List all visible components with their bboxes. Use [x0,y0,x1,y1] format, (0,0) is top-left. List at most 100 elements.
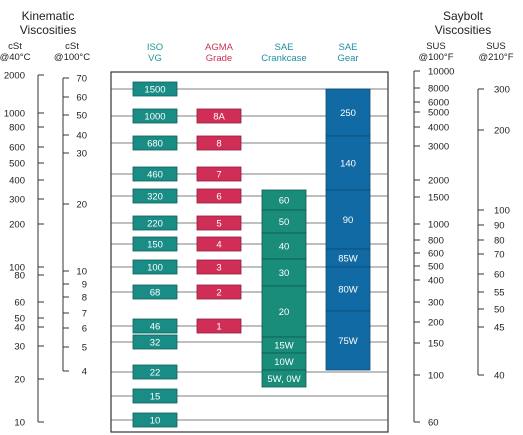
cst40-axis-tick-label: 60 [14,298,25,309]
sus100-axis-tick-label: 2000 [428,176,449,187]
agma-grade-box [196,135,242,151]
sus210-axis-tick-label: 40 [494,371,505,382]
iso-vg-box [132,215,178,231]
sae-crankcase-label: 40 [279,242,290,253]
column-header-iso: ISO [147,42,163,53]
sus210-axis-header: SUS [486,41,506,52]
iso-vg-box [132,412,178,428]
sus100-axis-tick-label: 1500 [428,193,449,204]
iso-vg-label: 680 [147,139,163,150]
cst40-axis-tick-label: 50 [14,314,25,325]
agma-grade-label: 4 [216,240,221,251]
iso-vg-label: 460 [147,170,163,181]
agma-grade-box [196,284,242,300]
iso-vg-box [132,81,178,97]
sus210-axis-header: @210°F [478,52,513,63]
column-header-gear: Gear [337,53,358,64]
sae-crankcase-label: 60 [279,196,290,207]
iso-vg-label: 150 [147,240,163,251]
sae-crankcase-label: 5W, 0W [267,374,300,385]
iso-vg-label: 100 [147,263,163,274]
iso-vg-label: 10 [150,416,161,427]
agma-grade-box [196,215,242,231]
cst40-axis-header: @40°C [0,52,31,63]
cst100-axis-header: @100°C [54,52,90,63]
sus210-axis-tick-label: 55 [494,288,505,299]
sus100-axis-tick-label: 60 [428,418,439,429]
sus100-axis-tick-label: 200 [428,318,444,329]
sus100-axis-tick-label: 500 [428,262,444,273]
sus100-axis-tick-label: 300 [428,298,444,309]
cst100-axis-tick-label: 10 [76,267,87,278]
cst40-axis-tick-label: 500 [9,159,25,170]
agma-grade-box [196,318,242,334]
left-title-line: Kinematic [22,9,75,23]
cst100-axis-tick-label: 40 [76,131,87,142]
agma-grade-label: 6 [216,192,221,203]
cst100-axis-tick-label: 60 [76,93,87,104]
cst40-axis-tick-label: 400 [9,176,25,187]
sus210-axis-tick-label: 80 [494,236,505,247]
sus100-axis-tick-label: 3000 [428,142,449,153]
sus100-axis-tick-label: 5000 [428,108,449,119]
cst40-axis-tick-label: 1000 [4,109,25,120]
sae-crankcase-segment [261,369,307,388]
sae-crankcase-segment [261,258,307,287]
agma-grade-label: 5 [216,219,221,230]
sae-gear-label: 250 [340,108,356,119]
iso-vg-box [132,334,178,350]
cst100-axis-tick-label: 8 [82,293,87,304]
sus100-axis-tick-label: 150 [428,339,444,350]
sae-gear-segment [325,266,371,312]
cst40-axis-tick-label: 100 [9,263,25,274]
sae-crankcase-label: 50 [279,217,290,228]
agma-grade-box [196,236,242,252]
agma-grade-label: 1 [216,322,221,333]
sus100-axis-header: @100°F [418,52,453,63]
sus210-axis-tick-label: 70 [494,250,505,261]
sus100-axis-tick-label: 400 [428,276,444,287]
sae-crankcase-label: 10W [274,357,294,368]
agma-grade-label: 8A [213,112,225,123]
cst100-axis-tick-label: 20 [76,200,87,211]
cst40-axis-tick-label: 10 [14,418,25,429]
sus210-axis-tick-label: 200 [494,126,510,137]
iso-vg-box [132,188,178,204]
sus100-axis-tick-label: 800 [428,236,444,247]
iso-vg-label: 15 [150,392,161,403]
agma-grade-box [196,188,242,204]
sae-gear-label: 75W [338,336,358,347]
agma-grade-box [196,166,242,182]
iso-vg-label: 320 [147,192,163,203]
sae-gear-label: 90 [343,215,354,226]
column-header-agma: AGMA [205,42,234,53]
cst100-axis-tick-label: 7 [82,309,87,320]
cst100-axis-header: cSt [65,41,79,52]
cst100-axis-tick-label: 4 [82,367,87,378]
right-title-line: Viscosities [435,23,491,37]
sae-gear-segment [325,135,371,191]
iso-vg-box [132,364,178,380]
sus100-axis-header: SUS [426,41,446,52]
iso-vg-label: 32 [150,338,161,349]
cst40-axis-tick-label: 300 [9,195,25,206]
iso-vg-label: 68 [150,288,161,299]
agma-grade-label: 8 [216,139,221,150]
sus100-axis-tick-label: 8000 [428,84,449,95]
iso-vg-box [132,108,178,124]
agma-grade-box [196,259,242,275]
column-header-iso: VG [148,53,162,64]
iso-vg-box [132,166,178,182]
cst100-axis-tick-label: 5 [82,343,87,354]
cst100-axis-tick-label: 9 [82,280,87,291]
iso-vg-box [132,236,178,252]
agma-grade-box [196,108,242,124]
cst100-axis-tick-label: 30 [76,149,87,160]
left-title-line: Viscosities [20,23,76,37]
cst100-axis-tick-label: 50 [76,111,87,122]
iso-vg-box [132,388,178,404]
cst100-axis-tick-label: 70 [76,74,87,85]
iso-vg-label: 22 [150,368,161,379]
sae-gear-segment [325,88,371,137]
